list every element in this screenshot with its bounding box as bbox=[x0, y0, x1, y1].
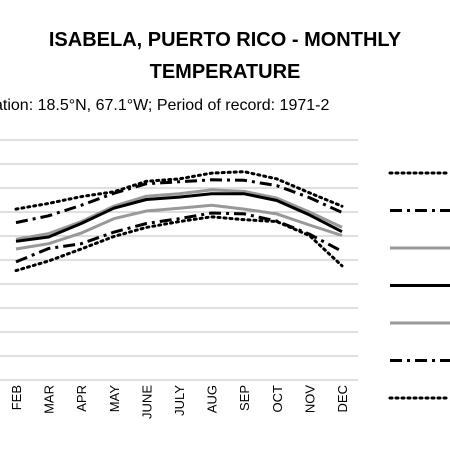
x-tick-label: APR bbox=[74, 385, 89, 412]
gridlines bbox=[0, 139, 358, 381]
series-line-6 bbox=[15, 211, 343, 264]
x-tick-label: MAR bbox=[42, 385, 57, 414]
chart-title-line-2: TEMPERATURE bbox=[150, 61, 301, 83]
x-tick-label: JUNE bbox=[139, 385, 154, 419]
series-lines bbox=[14, 170, 344, 273]
chart-title-line-1: ISABELA, PUERTO RICO - MONTHLY bbox=[49, 29, 402, 51]
series-line-5 bbox=[15, 203, 343, 251]
x-tick-label: DEC bbox=[335, 385, 350, 412]
series-line-7 bbox=[14, 215, 344, 273]
x-tick-label: MAY bbox=[107, 385, 122, 413]
x-tick-label: FEB bbox=[9, 385, 24, 410]
series-line-1 bbox=[14, 170, 344, 211]
x-tick-label: NOV bbox=[302, 385, 317, 414]
series-line-3 bbox=[15, 188, 343, 241]
x-tick-label: JULY bbox=[172, 385, 187, 416]
legend bbox=[388, 171, 450, 400]
x-tick-label: AUG bbox=[205, 385, 220, 413]
chart-subtitle: ation: 18.5°N, 67.1°W; Period of record:… bbox=[0, 97, 329, 114]
series-line-4 bbox=[15, 192, 343, 243]
x-tick-label: SEP bbox=[237, 385, 252, 411]
x-axis-ticks: FEB MAR APR MAY JUNE JULY AUG SEP OCT NOV DEC bbox=[9, 385, 350, 419]
series-line-2 bbox=[15, 178, 343, 225]
x-tick-label: OCT bbox=[270, 385, 285, 413]
